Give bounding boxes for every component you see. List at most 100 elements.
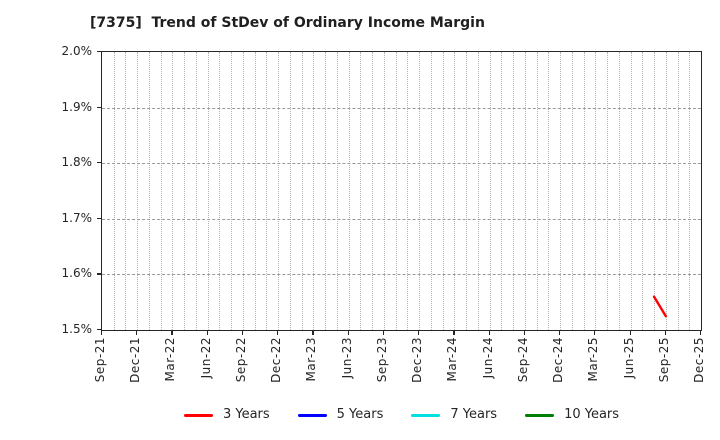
horizontal-gridline xyxy=(102,163,701,165)
vertical-gridline xyxy=(137,52,139,330)
legend-line-sample xyxy=(183,413,213,417)
x-tick-mark xyxy=(418,331,420,335)
vertical-gridline xyxy=(325,52,327,330)
x-tick-label: Jun-22 xyxy=(198,337,213,379)
legend-line-sample xyxy=(411,413,441,417)
vertical-gridline xyxy=(548,52,550,330)
y-tick-label: 1.9% xyxy=(61,99,93,114)
x-tick-mark xyxy=(136,331,138,335)
x-tick-label: Dec-21 xyxy=(128,337,143,383)
x-tick-label: Mar-23 xyxy=(304,337,319,382)
vertical-gridline xyxy=(689,52,691,330)
x-tick-label: Sep-21 xyxy=(93,337,107,383)
x-tick-label: Jun-24 xyxy=(480,337,495,379)
vertical-gridline xyxy=(313,52,315,330)
vertical-gridline xyxy=(278,52,280,330)
vertical-gridline xyxy=(430,52,432,330)
x-tick-mark xyxy=(241,331,244,335)
y-tick-label: 1.6% xyxy=(61,266,93,281)
vertical-gridline xyxy=(618,52,620,330)
vertical-gridline xyxy=(113,52,115,330)
x-tick-label: Sep-25 xyxy=(656,337,671,383)
x-tick-label: Dec-24 xyxy=(551,337,566,383)
vertical-gridline xyxy=(630,52,632,330)
x-tick-mark xyxy=(488,331,490,335)
x-tick-mark xyxy=(277,331,279,335)
vertical-gridline xyxy=(477,52,479,330)
plot-area xyxy=(101,51,702,331)
vertical-gridline xyxy=(583,52,585,330)
x-tick-mark xyxy=(206,331,208,335)
y-tick-mark xyxy=(97,329,101,331)
vertical-gridline xyxy=(348,52,350,330)
y-tick-label: 1.8% xyxy=(61,155,93,170)
x-tick-label: Dec-23 xyxy=(410,337,425,383)
vertical-gridline xyxy=(289,52,291,330)
y-tick-mark xyxy=(97,217,101,219)
x-tick-label: Dec-25 xyxy=(692,337,706,383)
vertical-gridline xyxy=(407,52,409,330)
x-tick-mark xyxy=(382,331,385,335)
x-tick-mark xyxy=(664,331,666,335)
x-tick-mark xyxy=(171,331,173,335)
vertical-gridline xyxy=(642,52,644,330)
vertical-gridline xyxy=(266,52,268,330)
y-tick-mark xyxy=(97,273,101,275)
legend-line-sample xyxy=(297,413,327,417)
vertical-gridline xyxy=(395,52,397,330)
vertical-gridline xyxy=(560,52,562,330)
vertical-gridline xyxy=(254,52,256,330)
x-tick-label: Sep-24 xyxy=(515,337,530,383)
vertical-gridline xyxy=(513,52,515,330)
vertical-gridline xyxy=(125,52,127,330)
x-tick-mark xyxy=(453,331,455,335)
vertical-gridline xyxy=(372,52,374,330)
vertical-gridline xyxy=(466,52,468,330)
x-tick-label: Jun-23 xyxy=(339,337,354,379)
horizontal-gridline xyxy=(102,274,701,276)
vertical-gridline xyxy=(184,52,186,330)
vertical-gridline xyxy=(231,52,233,330)
vertical-gridline xyxy=(383,52,385,330)
y-tick-label: 1.7% xyxy=(61,210,93,225)
x-tick-label: Mar-22 xyxy=(163,337,178,382)
y-tick-mark xyxy=(97,162,101,164)
x-tick-mark xyxy=(312,331,314,335)
legend-label: 3 Years xyxy=(222,407,270,422)
legend-label: 7 Years xyxy=(450,407,498,422)
y-tick-mark xyxy=(97,51,101,53)
legend-label: 10 Years xyxy=(564,407,620,422)
vertical-gridline xyxy=(607,52,609,330)
legend-item-5-years: 5 Years xyxy=(297,406,384,424)
vertical-gridline xyxy=(419,52,421,330)
vertical-gridline xyxy=(301,52,303,330)
vertical-gridline xyxy=(219,52,221,330)
vertical-gridline xyxy=(172,52,174,330)
y-tick-label: 1.5% xyxy=(61,322,93,336)
x-tick-mark xyxy=(101,331,103,335)
vertical-gridline xyxy=(501,52,503,330)
x-tick-label: Sep-23 xyxy=(374,337,389,383)
vertical-gridline xyxy=(524,52,526,330)
vertical-gridline xyxy=(595,52,597,330)
y-tick-label: 2.0% xyxy=(61,44,93,58)
legend-label: 5 Years xyxy=(336,407,384,422)
vertical-gridline xyxy=(207,52,209,330)
vertical-gridline xyxy=(195,52,197,330)
vertical-gridline xyxy=(489,52,491,330)
vertical-gridline xyxy=(665,52,667,330)
x-tick-label: Mar-25 xyxy=(586,337,601,382)
x-tick-label: Mar-24 xyxy=(445,337,460,382)
x-tick-label: Jun-25 xyxy=(621,337,636,379)
y-tick-mark xyxy=(97,106,101,108)
series-line-3-years xyxy=(652,295,667,318)
vertical-gridline xyxy=(454,52,456,330)
x-tick-mark xyxy=(559,331,561,335)
vertical-gridline xyxy=(571,52,573,330)
vertical-gridline xyxy=(536,52,538,330)
series-plot xyxy=(652,295,667,318)
legend-item-7-years: 7 Years xyxy=(411,406,497,424)
legend-item-3-years: 3 Years xyxy=(183,406,270,424)
x-tick-label: Sep-22 xyxy=(233,337,248,383)
